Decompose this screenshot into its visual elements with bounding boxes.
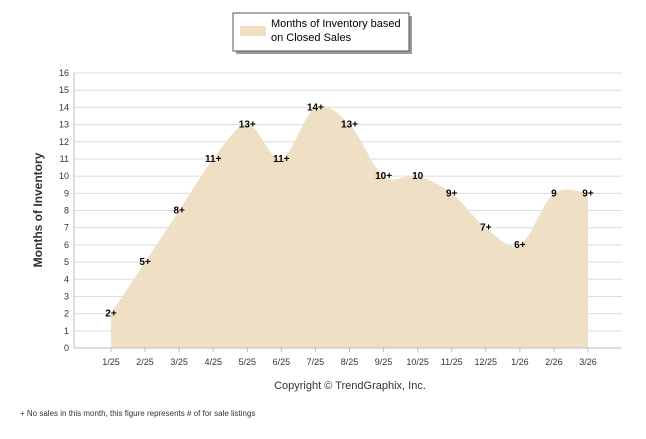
x-tick-label-4: 5/25 [239, 357, 257, 367]
y-tick-label-11: 11 [60, 154, 69, 164]
data-label-6: 14+ [307, 102, 324, 113]
data-label-4: 13+ [239, 120, 256, 131]
y-tick-label-10: 10 [59, 171, 69, 181]
y-tick-label-1: 1 [64, 326, 69, 336]
x-tick-label-14: 3/26 [579, 357, 597, 367]
data-label-1: 5+ [139, 257, 151, 268]
y-axis-title: Months of Inventory [31, 152, 45, 267]
y-tick-label-3: 3 [64, 291, 69, 301]
y-tick-label-6: 6 [64, 240, 69, 250]
axes [73, 73, 622, 352]
data-label-10: 9+ [446, 188, 458, 199]
y-tick-label-9: 9 [64, 188, 69, 198]
x-tick-label-13: 2/26 [545, 357, 563, 367]
data-label-3: 11+ [205, 154, 222, 165]
x-tick-label-12: 1/26 [511, 357, 529, 367]
data-label-14: 9+ [582, 188, 594, 199]
y-tick-label-7: 7 [64, 223, 69, 233]
data-label-12: 6+ [514, 240, 526, 251]
data-label-5: 11+ [273, 154, 290, 165]
data-labels: 2+ 5+ 8+ 11+ 13+ 11+ 14+ 13+ 10+ 10 9+ 7+ 6+ 9 9+ [105, 102, 594, 319]
y-tick-label-8: 8 [64, 206, 69, 216]
x-tick-labels: 1/25 2/25 3/25 4/25 5/25 6/25 7/25 8/25 9/25 10/2… [102, 357, 597, 367]
x-tick-label-10: 11/25 [441, 357, 463, 367]
y-tick-label-13: 13 [59, 120, 69, 130]
y-tick-label-15: 15 [59, 85, 69, 95]
y-tick-label-14: 14 [59, 102, 69, 112]
x-tick-label-3: 4/25 [204, 357, 222, 367]
x-tick-label-2: 3/25 [170, 357, 188, 367]
series-area [111, 105, 588, 348]
y-tick-label-2: 2 [64, 309, 69, 319]
x-tick-label-0: 1/25 [102, 357, 120, 367]
data-label-9: 10 [412, 171, 424, 182]
y-tick-label-12: 12 [59, 137, 69, 147]
y-tick-label-4: 4 [64, 274, 69, 284]
data-label-7: 13+ [341, 120, 358, 131]
data-label-11: 7+ [480, 223, 492, 234]
data-label-8: 10+ [375, 171, 392, 182]
copyright-text: Copyright © TrendGraphix, Inc. [274, 380, 426, 392]
x-tick-label-5: 6/25 [273, 357, 291, 367]
x-tick-label-8: 9/25 [375, 357, 393, 367]
x-tick-label-1: 2/25 [136, 357, 154, 367]
x-tick-label-6: 7/25 [307, 357, 325, 367]
x-tick-label-9: 10/25 [406, 357, 429, 367]
y-tick-label-16: 16 [59, 68, 69, 78]
legend: Months of Inventory based on Closed Sale… [232, 12, 412, 54]
x-tick-label-11: 12/25 [475, 357, 498, 367]
x-tick-label-7: 8/25 [341, 357, 359, 367]
data-label-2: 8+ [173, 206, 185, 217]
data-label-13: 9 [551, 188, 557, 199]
y-tick-label-0: 0 [64, 343, 69, 353]
y-tick-label-5: 5 [64, 257, 69, 267]
data-label-0: 2+ [105, 309, 117, 320]
area-layer [111, 105, 588, 348]
footnote-text: + No sales in this month, this figure re… [20, 409, 255, 418]
legend-entry-line-1: Months of Inventory based [271, 18, 401, 30]
legend-entry-line-2: on Closed Sales [271, 32, 352, 44]
legend-swatch [240, 26, 266, 36]
